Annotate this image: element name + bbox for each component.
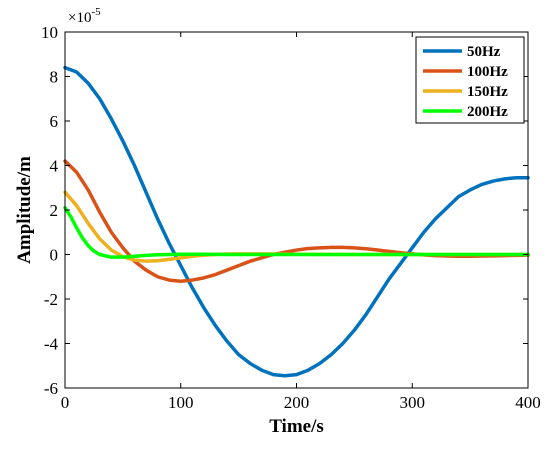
series-group bbox=[63, 65, 530, 378]
y-tick-label: 8 bbox=[50, 68, 59, 87]
y-tick-label: -2 bbox=[44, 290, 58, 309]
y-tick-label: 2 bbox=[50, 201, 59, 220]
legend: 50Hz 100Hz 150Hz 200Hz bbox=[415, 36, 525, 124]
plot-area: 0 100 200 300 400 -6 -4 -2 0 2 4 6 8 10 bbox=[41, 23, 541, 412]
y-tick-label: 6 bbox=[50, 112, 59, 131]
y-axis-label: Amplitude/m bbox=[14, 156, 35, 264]
legend-label-100hz: 100Hz bbox=[467, 64, 508, 80]
y-multiplier-label: ×10-5 bbox=[68, 6, 101, 26]
legend-label-150hz: 150Hz bbox=[467, 84, 508, 100]
series-line-100hz bbox=[63, 159, 530, 283]
series-line-200hz bbox=[63, 206, 530, 259]
x-tick-label: 0 bbox=[61, 393, 70, 412]
x-axis-label: Time/s bbox=[269, 416, 324, 437]
legend-label-50hz: 50Hz bbox=[467, 44, 501, 60]
y-tick-label: -6 bbox=[44, 379, 58, 398]
x-tick-label: 100 bbox=[168, 393, 194, 412]
legend-label-200hz: 200Hz bbox=[467, 104, 508, 120]
x-axis-ticks: 0 100 200 300 400 bbox=[61, 32, 541, 412]
y-tick-label: 10 bbox=[41, 23, 58, 42]
x-tick-label: 300 bbox=[400, 393, 426, 412]
y-tick-label: 0 bbox=[50, 246, 59, 265]
x-tick-label: 400 bbox=[515, 393, 541, 412]
series-line-50hz bbox=[63, 65, 530, 378]
y-tick-label: 4 bbox=[50, 157, 59, 176]
y-tick-label: -4 bbox=[44, 335, 59, 354]
y-axis-ticks: -6 -4 -2 0 2 4 6 8 10 bbox=[41, 23, 528, 398]
x-tick-label: 200 bbox=[284, 393, 310, 412]
